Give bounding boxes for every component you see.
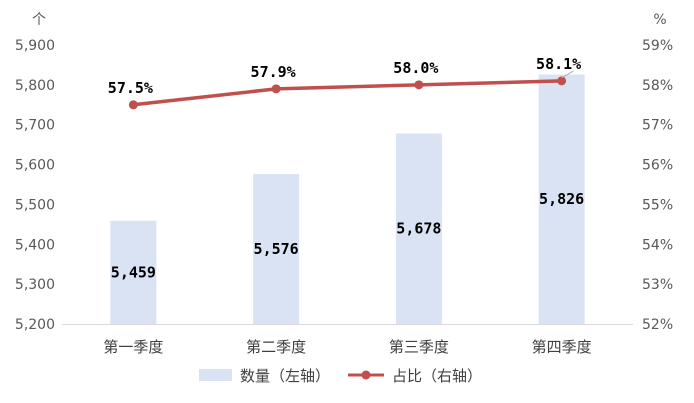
bar-data-label: 5,459 — [111, 263, 156, 281]
left-tick-label: 5,900 — [15, 38, 55, 54]
left-tick-label: 5,400 — [15, 237, 55, 253]
left-tick-label: 5,200 — [15, 317, 55, 333]
right-tick-label: 54% — [642, 237, 673, 253]
legend: 数量（左轴） 占比（右轴） — [199, 367, 482, 385]
right-axis-ticks: 52% 53% 54% 55% 56% 57% 58% 59% — [642, 38, 673, 333]
line-point — [557, 76, 567, 86]
line-data-label: 57.5% — [108, 79, 153, 97]
left-tick-label: 5,800 — [15, 78, 55, 94]
line-series — [128, 76, 567, 110]
right-tick-label: 53% — [642, 277, 673, 293]
leader-line — [561, 70, 574, 79]
x-axis-labels: 第一季度 第二季度 第三季度 第四季度 — [103, 338, 591, 356]
legend-swatch-bar — [199, 369, 232, 381]
bar — [538, 74, 585, 324]
line-data-label: 58.1% — [536, 55, 581, 73]
bar-data-label: 5,826 — [539, 190, 584, 208]
left-axis-ticks: 5,200 5,300 5,400 5,500 5,600 5,700 5,800 5,900 — [15, 38, 55, 333]
bar — [110, 220, 157, 324]
category-label: 第二季度 — [246, 338, 306, 356]
left-tick-label: 5,500 — [15, 197, 55, 213]
line-data-labels: 57.5% 57.9% 58.0% 58.1% — [108, 55, 581, 97]
left-axis-unit: 个 — [32, 12, 46, 28]
line-data-label: 57.9% — [251, 63, 296, 81]
right-tick-label: 59% — [642, 38, 673, 54]
right-axis-unit: % — [653, 12, 666, 28]
legend-label-line: 占比（右轴） — [392, 367, 482, 385]
line-path — [133, 79, 562, 107]
right-tick-label: 58% — [642, 78, 673, 94]
legend-label-bar: 数量（左轴） — [240, 367, 330, 385]
legend-swatch-marker — [361, 370, 371, 380]
category-label: 第四季度 — [532, 338, 592, 356]
right-tick-label: 56% — [642, 158, 673, 174]
line-data-label: 58.0% — [393, 59, 438, 77]
line-point — [128, 100, 138, 110]
right-tick-label: 52% — [642, 317, 673, 333]
line-point — [414, 80, 424, 90]
left-tick-label: 5,300 — [15, 277, 55, 293]
right-tick-label: 55% — [642, 197, 673, 213]
line-point — [271, 84, 281, 94]
bar-data-label: 5,576 — [254, 240, 299, 258]
bar-series — [110, 74, 585, 324]
left-tick-label: 5,600 — [15, 158, 55, 174]
left-tick-label: 5,700 — [15, 118, 55, 134]
bar-data-label: 5,678 — [396, 220, 441, 238]
category-label: 第一季度 — [103, 338, 163, 356]
bar — [253, 174, 300, 324]
bar-data-labels: 5,459 5,576 5,678 5,826 — [111, 190, 584, 281]
category-label: 第三季度 — [389, 338, 449, 356]
right-tick-label: 57% — [642, 118, 673, 134]
bar — [395, 133, 442, 324]
